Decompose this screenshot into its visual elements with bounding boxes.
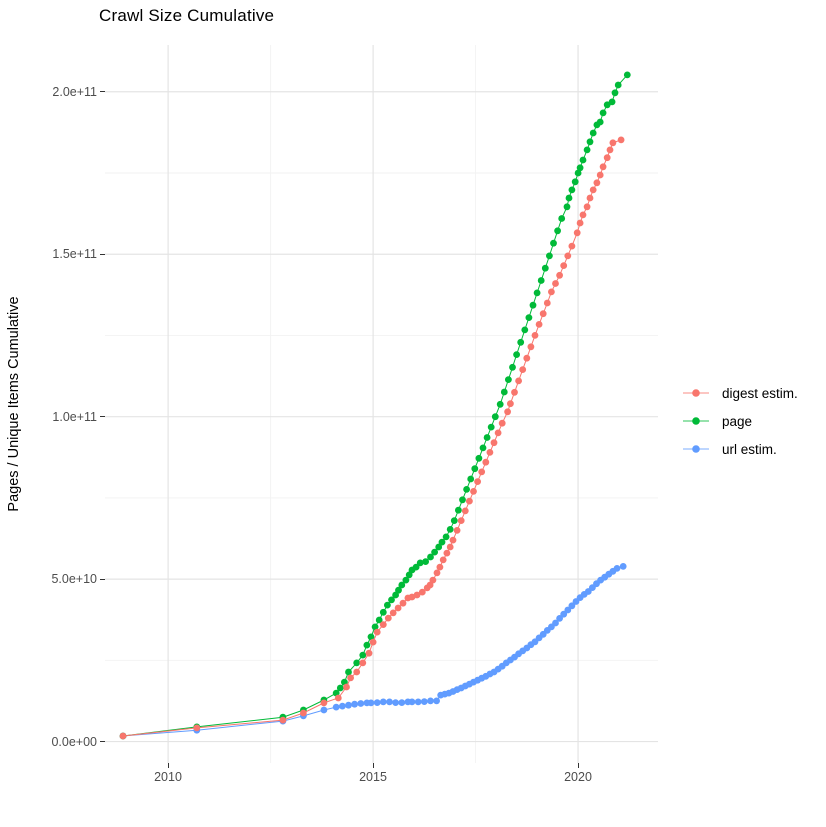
plot-panel xyxy=(105,45,658,763)
legend-label: digest estim. xyxy=(722,385,798,401)
x-tick-mark xyxy=(373,763,374,768)
legend-label: page xyxy=(722,413,753,429)
legend-key-icon xyxy=(683,445,709,453)
legend-key-icon xyxy=(683,417,709,425)
y-tick-label: 0.0e+00 xyxy=(51,735,97,749)
x-tick-label: 2010 xyxy=(154,770,182,784)
y-tick-label: 5.0e+10 xyxy=(51,572,97,586)
y-tick-label: 1.0e+11 xyxy=(52,410,97,424)
y-tick-mark xyxy=(100,579,105,580)
y-tick-mark xyxy=(100,254,105,255)
legend-entry-page: page xyxy=(681,407,798,435)
legend-entry-digest: digest estim. xyxy=(681,379,798,407)
y-tick-label: 1.5e+11 xyxy=(52,247,97,261)
legend: digest estim. page url estim. xyxy=(681,379,798,463)
chart-title: Crawl Size Cumulative xyxy=(99,6,275,25)
legend-key-icon xyxy=(683,389,709,397)
y-tick-mark xyxy=(100,741,105,742)
legend-label: url estim. xyxy=(722,441,777,457)
x-tick-mark xyxy=(168,763,169,768)
y-tick-mark xyxy=(100,91,105,92)
x-tick-label: 2015 xyxy=(359,770,387,784)
y-axis-title: Pages / Unique Items Cumulative xyxy=(6,296,22,512)
y-tick-mark xyxy=(100,416,105,417)
x-tick-label: 2020 xyxy=(564,770,592,784)
y-tick-label: 2.0e+11 xyxy=(52,85,97,99)
x-tick-mark xyxy=(578,763,579,768)
legend-entry-url: url estim. xyxy=(681,435,798,463)
